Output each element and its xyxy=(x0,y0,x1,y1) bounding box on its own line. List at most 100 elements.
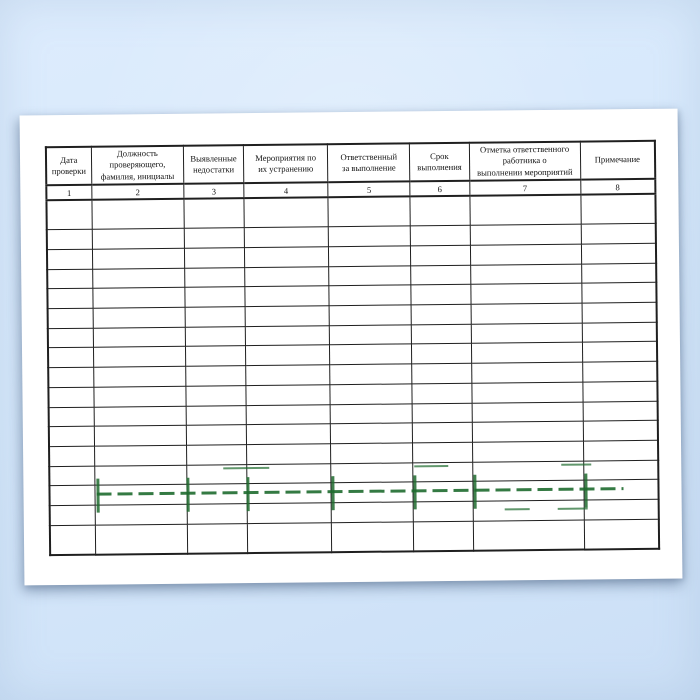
empty-cell xyxy=(580,223,656,244)
empty-cell xyxy=(93,366,187,388)
empty-cell xyxy=(330,423,413,444)
empty-cell xyxy=(92,307,186,328)
empty-cell xyxy=(91,198,185,230)
empty-cell xyxy=(184,198,245,229)
empty-cell xyxy=(412,422,473,443)
empty-cell xyxy=(185,365,246,387)
empty-cell xyxy=(471,342,583,364)
empty-cell xyxy=(246,483,332,504)
empty-cell xyxy=(471,362,583,384)
empty-cell xyxy=(46,199,92,230)
empty-cell xyxy=(91,228,185,250)
empty-cell xyxy=(48,406,94,427)
empty-cell xyxy=(185,306,246,327)
empty-cell xyxy=(47,327,94,349)
empty-cell xyxy=(185,345,246,367)
column-header-8: Примечание xyxy=(579,140,656,180)
empty-cell xyxy=(93,346,186,368)
empty-cell xyxy=(186,464,247,485)
column-number-8: 8 xyxy=(580,178,656,195)
empty-cell xyxy=(580,243,657,264)
empty-cell xyxy=(247,522,333,554)
empty-cell xyxy=(246,423,331,445)
empty-cell xyxy=(328,245,411,267)
empty-cell xyxy=(472,500,584,522)
column-number-5: 5 xyxy=(328,181,410,198)
empty-cell xyxy=(94,504,188,526)
empty-cell xyxy=(331,462,413,484)
empty-cell xyxy=(47,308,93,329)
empty-cell xyxy=(187,484,247,505)
empty-cell xyxy=(244,226,329,248)
header-row: Дата проверки Должность проверяющего, фам… xyxy=(45,140,656,186)
document-page: Дата проверки Должность проверяющего, фам… xyxy=(19,108,683,586)
empty-cell xyxy=(94,464,188,486)
empty-cell xyxy=(410,245,471,266)
empty-cell xyxy=(49,505,95,526)
empty-cell xyxy=(582,381,658,402)
empty-cell xyxy=(331,521,414,553)
empty-cell xyxy=(48,387,94,408)
empty-cell xyxy=(94,524,188,555)
column-header-3: Выявленные недостатки xyxy=(183,145,244,184)
empty-cell xyxy=(245,364,331,386)
empty-cell xyxy=(243,197,329,228)
column-number-1: 1 xyxy=(46,184,92,201)
empty-cell xyxy=(412,461,473,483)
empty-cell xyxy=(410,284,471,305)
empty-cell xyxy=(92,248,185,269)
empty-cell xyxy=(49,485,95,506)
empty-cell xyxy=(92,267,185,289)
empty-cell xyxy=(245,325,330,346)
empty-cell xyxy=(46,229,93,250)
empty-cell xyxy=(583,459,659,481)
empty-cell xyxy=(472,460,584,482)
empty-cell xyxy=(93,425,187,447)
empty-cell xyxy=(92,326,186,348)
empty-cell xyxy=(471,401,583,423)
empty-cell xyxy=(187,503,248,525)
empty-cell xyxy=(582,420,658,442)
empty-cell xyxy=(410,225,471,246)
empty-cell xyxy=(411,383,472,404)
empty-cell xyxy=(411,304,471,325)
empty-cell xyxy=(244,285,330,307)
empty-cell xyxy=(94,484,188,506)
empty-cell xyxy=(46,249,93,270)
empty-cell xyxy=(47,268,93,289)
empty-cell xyxy=(246,463,332,485)
empty-cell xyxy=(244,266,330,287)
empty-cell xyxy=(49,525,96,556)
empty-cell xyxy=(186,424,247,446)
inspection-log-table: Дата проверки Должность проверяющего, фам… xyxy=(44,139,661,557)
empty-cell xyxy=(48,426,95,447)
empty-cell xyxy=(413,521,474,552)
empty-cell xyxy=(330,442,413,464)
empty-cell xyxy=(330,383,413,405)
empty-cell xyxy=(471,381,583,403)
empty-cell xyxy=(583,499,659,520)
empty-cell xyxy=(245,384,331,406)
empty-cell xyxy=(185,326,246,347)
empty-cell xyxy=(328,225,411,247)
empty-cell xyxy=(583,440,659,461)
empty-cell xyxy=(583,479,659,501)
empty-cell xyxy=(49,446,95,467)
empty-cell xyxy=(329,304,412,326)
column-number-4: 4 xyxy=(243,182,329,199)
empty-cell xyxy=(246,502,332,524)
empty-cell xyxy=(244,246,330,268)
column-header-4: Мероприятия по их устранению xyxy=(243,144,329,184)
empty-cell xyxy=(412,402,473,424)
empty-cell xyxy=(94,445,187,466)
empty-cell xyxy=(329,324,412,346)
column-header-2: Должность проверяющего, фамилия, инициал… xyxy=(90,145,184,185)
empty-cell xyxy=(411,323,472,345)
empty-cell xyxy=(186,405,247,426)
empty-cell xyxy=(470,283,582,305)
column-header-7: Отметка ответственного работника о выпол… xyxy=(469,141,581,181)
empty-cell xyxy=(93,405,187,427)
empty-cell xyxy=(410,264,471,286)
empty-cell xyxy=(48,367,94,388)
